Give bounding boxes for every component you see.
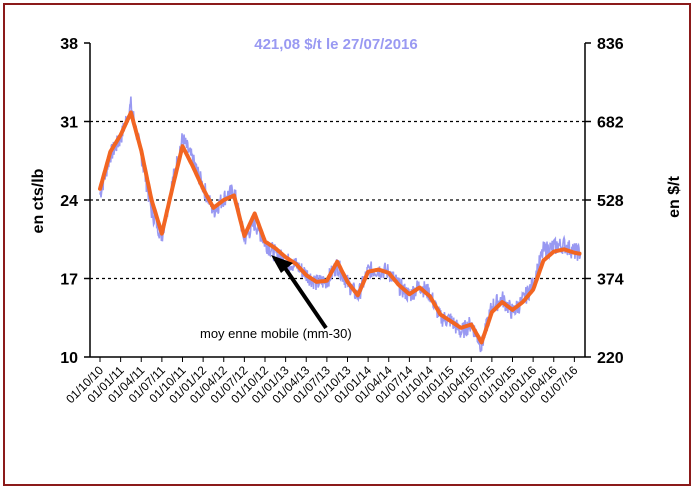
left-tick-label: 24: [60, 193, 78, 210]
right-tick-label: 836: [597, 36, 624, 53]
left-tick-label: 38: [60, 36, 78, 53]
annotation-arrow: [281, 263, 328, 330]
right-tick-label: 682: [597, 115, 624, 132]
annotation: moy enne mobile (mm-30): [200, 255, 352, 341]
chart-frame: 10 17 24 31 38 220 374 528 682 836 01/10/10 01/01…: [3, 3, 691, 486]
daily-price-series: [99, 96, 582, 353]
right-tick-label: 374: [597, 272, 624, 289]
left-tick-label: 10: [60, 350, 78, 367]
annotation-label: moy enne mobile (mm-30): [200, 326, 352, 341]
left-y-ticks: 10 17 24 31 38: [60, 36, 90, 367]
price-chart: 10 17 24 31 38 220 374 528 682 836 01/10/1001/01…: [30, 36, 683, 406]
right-axis-label: en $/t: [666, 175, 683, 217]
left-tick-label: 31: [60, 115, 78, 132]
chart-headline: 421,08 $/t le 27/07/2016: [254, 36, 417, 53]
left-tick-label: 17: [60, 272, 78, 289]
gridlines: [90, 120, 585, 280]
moving-average-line: [98, 110, 582, 345]
right-tick-label: 220: [597, 350, 624, 367]
moving-average-series: [98, 110, 582, 345]
x-ticks: 01/10/1001/01/1101/04/1101/07/1101/10/11…: [63, 357, 581, 406]
annotation-arrowhead: [271, 255, 293, 273]
left-axis-label: en cts/lb: [30, 168, 47, 233]
right-y-ticks: 220 374 528 682 836: [585, 36, 624, 367]
daily-price-line: [99, 96, 582, 353]
right-tick-label: 528: [597, 193, 624, 210]
